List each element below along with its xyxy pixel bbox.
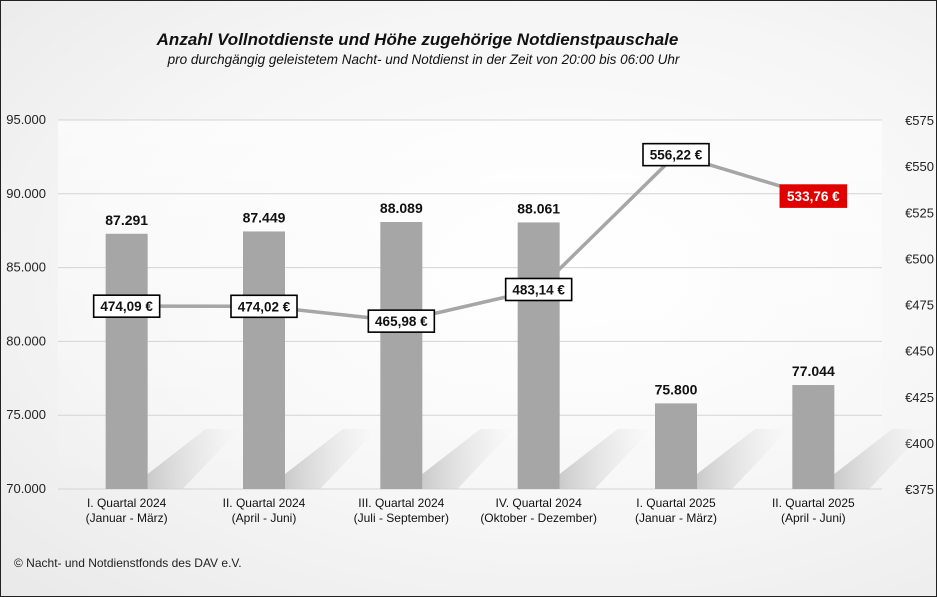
bar-shadow <box>697 429 789 489</box>
category-label: (Januar - März) <box>86 511 168 525</box>
right-tick-label: €375 <box>905 482 934 497</box>
line-label-text: 474,02 € <box>238 299 291 314</box>
line-label-text: 556,22 € <box>650 148 703 163</box>
category-label: (April - Juni) <box>781 511 846 525</box>
bar-shadow <box>559 429 652 489</box>
line-value-label: 556,22 € <box>642 142 710 167</box>
category-label: (Oktober - Dezember) <box>480 511 597 525</box>
line-label-box <box>504 277 573 302</box>
right-tick-label: €450 <box>905 344 934 359</box>
category-label: II. Quartal 2025 <box>772 496 855 510</box>
line-data-labels: 474,09 € 474,02 € 465,98 € 483,14 € 556,22 €… <box>92 142 848 333</box>
left-tick-label: 70.000 <box>6 481 46 496</box>
gridlines <box>58 119 882 490</box>
bar-value-label: 87.291 <box>105 212 148 228</box>
footer-credit: © Nacht- und Notdienstfonds des DAV e.V. <box>14 556 242 570</box>
right-tick-label: €425 <box>905 390 934 405</box>
bar-shadow <box>422 429 515 489</box>
line-label-text: 533,76 € <box>787 189 840 204</box>
right-tick-label: €475 <box>905 298 934 313</box>
bar-value-label: 87.449 <box>243 209 286 225</box>
left-tick-label: 75.000 <box>6 407 46 422</box>
category-label: I. Quartal 2024 <box>87 496 167 510</box>
bar-shadow <box>834 429 927 489</box>
category-label: IV. Quartal 2024 <box>496 496 583 510</box>
chart-title: Anzahl Vollnotdienste und Höhe zugehörig… <box>156 30 679 49</box>
bar <box>792 385 835 489</box>
left-tick-label: 80.000 <box>6 333 46 348</box>
right-tick-label: €575 <box>905 113 934 128</box>
left-tick-label: 95.000 <box>6 112 46 127</box>
left-tick-label: 85.000 <box>6 260 46 275</box>
line-label-text: 474,09 € <box>100 299 153 314</box>
category-label: I. Quartal 2025 <box>636 496 716 510</box>
line-value-label: 483,14 € <box>504 277 573 302</box>
bar-value-label: 88.061 <box>517 200 560 216</box>
right-axis: €375€400€425€450€475€500€525€550€575 <box>905 113 934 497</box>
bar-data-labels: 87.291 87.449 88.089 88.061 75.800 77.044 <box>105 200 835 397</box>
chart-subtitle: pro durchgängig geleistetem Nacht- und N… <box>167 52 680 67</box>
bar-value-label: 77.044 <box>792 363 835 379</box>
category-label: (April - Juni) <box>232 511 297 525</box>
line-value-label: 474,02 € <box>230 294 298 319</box>
bar-series <box>105 222 835 490</box>
line-label-box <box>230 294 298 319</box>
bar <box>655 403 697 489</box>
bar <box>243 231 285 489</box>
line-label-text: 465,98 € <box>375 314 428 329</box>
left-axis: 70.000 75.000 80.000 85.000 90.000 95.000 <box>6 112 46 496</box>
category-label: (Juli - September) <box>354 511 449 525</box>
bar-value-label: 75.800 <box>655 381 698 397</box>
line-label-text: 483,14 € <box>512 282 565 297</box>
line-value-label: 533,76 € <box>779 184 848 208</box>
line-label-box <box>642 142 710 167</box>
bar <box>380 222 423 490</box>
bar <box>517 222 560 489</box>
line-value-label: 465,98 € <box>367 309 436 333</box>
line-value-label: 474,09 € <box>92 294 161 318</box>
bar-shadows <box>147 429 927 489</box>
category-label: II. Quartal 2024 <box>223 496 306 510</box>
left-tick-label: 90.000 <box>6 186 46 201</box>
right-tick-label: €525 <box>905 205 934 220</box>
category-axis: I. Quartal 2024(Januar - März)II. Quarta… <box>86 496 855 525</box>
category-label: III. Quartal 2024 <box>358 496 444 510</box>
bar-shadow <box>147 429 240 489</box>
category-label: (Januar - März) <box>635 511 717 525</box>
bar <box>105 233 148 489</box>
right-tick-label: €500 <box>905 251 934 266</box>
bar-value-label: 88.089 <box>380 200 423 216</box>
line-label-box <box>92 294 161 318</box>
right-tick-label: €550 <box>905 159 934 174</box>
line-label-box <box>367 309 436 333</box>
bar-shadow <box>285 429 377 489</box>
line-label-box <box>779 184 848 208</box>
